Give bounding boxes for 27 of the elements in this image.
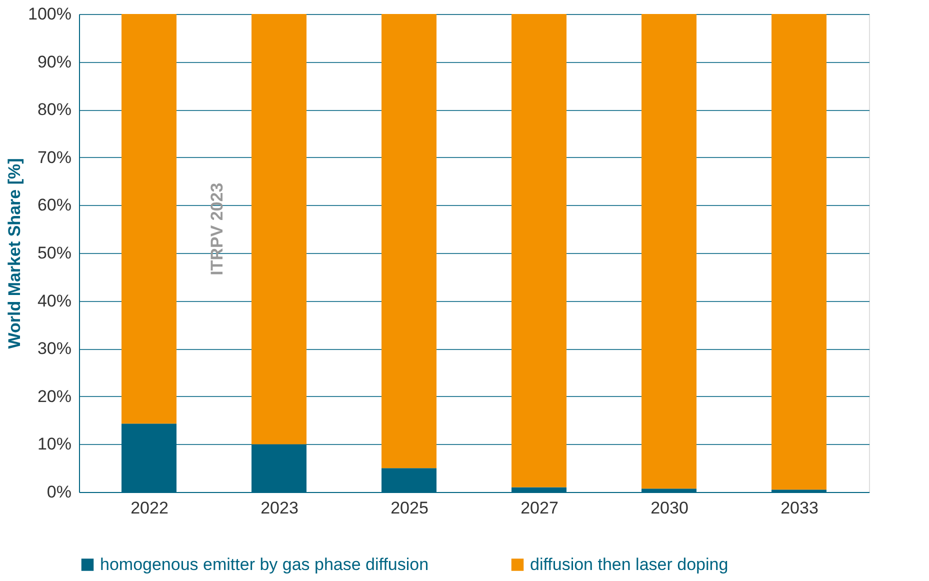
- x-tick-label: 2023: [260, 498, 298, 518]
- y-axis-title: World Market Share [%]: [5, 158, 24, 349]
- bar: [252, 14, 306, 444]
- bar: [122, 14, 176, 424]
- y-tick-label: 80%: [37, 100, 72, 120]
- annotation: ITRPV 2023: [207, 182, 226, 276]
- y-tick-label: 10%: [37, 434, 72, 454]
- x-tick-label: 2030: [650, 498, 688, 518]
- legend-label: diffusion then laser doping: [530, 554, 728, 574]
- y-tick-label: 0%: [46, 482, 72, 502]
- y-tick-label: 30%: [37, 339, 72, 358]
- y-tick-label: 60%: [37, 196, 72, 215]
- y-tick-label: 70%: [37, 148, 72, 167]
- bar: [512, 14, 566, 488]
- y-tick-label: 90%: [37, 52, 72, 72]
- x-tick-label: 2022: [130, 498, 168, 518]
- y-tick-label: 50%: [37, 244, 72, 262]
- legend-label: homogenous emitter by gas phase diffusion: [100, 554, 429, 574]
- bar: [382, 14, 436, 468]
- bar: [772, 14, 826, 490]
- bar: [642, 14, 696, 489]
- x-tick-label: 2027: [520, 498, 558, 518]
- x-tick-label: 2025: [390, 498, 428, 518]
- y-tick-label: 100%: [28, 4, 72, 24]
- y-tick-label: 40%: [37, 291, 72, 310]
- y-tick-label: 20%: [37, 386, 72, 406]
- x-tick-label: 2033: [780, 498, 818, 518]
